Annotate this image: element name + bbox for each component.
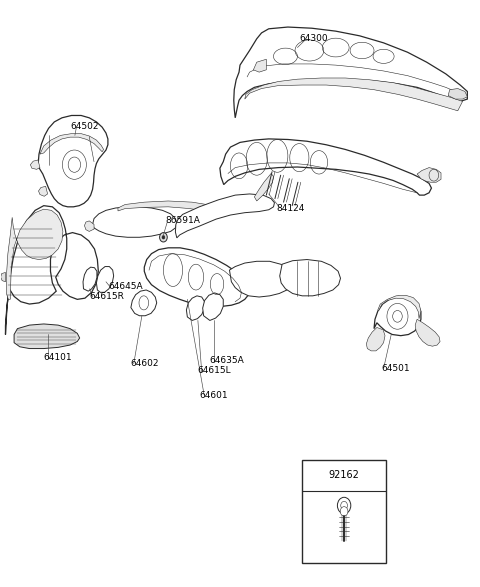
- Polygon shape: [83, 267, 97, 291]
- Polygon shape: [417, 168, 441, 182]
- Polygon shape: [253, 59, 266, 72]
- Polygon shape: [118, 201, 225, 216]
- Polygon shape: [5, 205, 98, 335]
- Text: 64602: 64602: [130, 359, 158, 368]
- Polygon shape: [40, 134, 104, 154]
- Polygon shape: [203, 293, 223, 321]
- Polygon shape: [280, 259, 340, 296]
- Polygon shape: [38, 186, 48, 196]
- Text: 84124: 84124: [276, 204, 304, 213]
- Polygon shape: [374, 296, 421, 336]
- Polygon shape: [0, 272, 5, 282]
- Circle shape: [340, 507, 348, 516]
- Polygon shape: [245, 78, 463, 111]
- Polygon shape: [378, 295, 421, 319]
- Polygon shape: [415, 319, 440, 346]
- Polygon shape: [93, 207, 177, 237]
- Polygon shape: [220, 139, 432, 195]
- Text: 64501: 64501: [381, 364, 410, 373]
- Polygon shape: [96, 266, 114, 292]
- Polygon shape: [6, 209, 63, 299]
- Text: 86591A: 86591A: [166, 216, 201, 225]
- Polygon shape: [254, 173, 274, 201]
- Polygon shape: [30, 160, 40, 170]
- Circle shape: [341, 501, 348, 510]
- Polygon shape: [366, 328, 385, 351]
- Text: 64615R: 64615R: [89, 292, 124, 301]
- Text: 92162: 92162: [329, 470, 360, 480]
- FancyBboxPatch shape: [302, 460, 386, 563]
- Polygon shape: [175, 194, 275, 238]
- Polygon shape: [229, 261, 294, 297]
- Circle shape: [337, 497, 351, 514]
- Polygon shape: [186, 296, 204, 321]
- Polygon shape: [448, 89, 468, 99]
- Circle shape: [159, 232, 167, 242]
- Polygon shape: [38, 116, 108, 207]
- Polygon shape: [131, 290, 157, 316]
- Text: 64635A: 64635A: [209, 356, 244, 365]
- Text: 64101: 64101: [44, 353, 72, 362]
- Text: 64645A: 64645A: [108, 282, 143, 291]
- Text: 64300: 64300: [300, 34, 328, 43]
- Text: 64601: 64601: [199, 392, 228, 400]
- Polygon shape: [234, 27, 468, 118]
- Text: 64502: 64502: [70, 122, 98, 131]
- Polygon shape: [14, 324, 80, 349]
- Polygon shape: [144, 248, 250, 306]
- Polygon shape: [84, 221, 94, 231]
- Circle shape: [162, 235, 165, 239]
- Text: 64615L: 64615L: [197, 366, 230, 375]
